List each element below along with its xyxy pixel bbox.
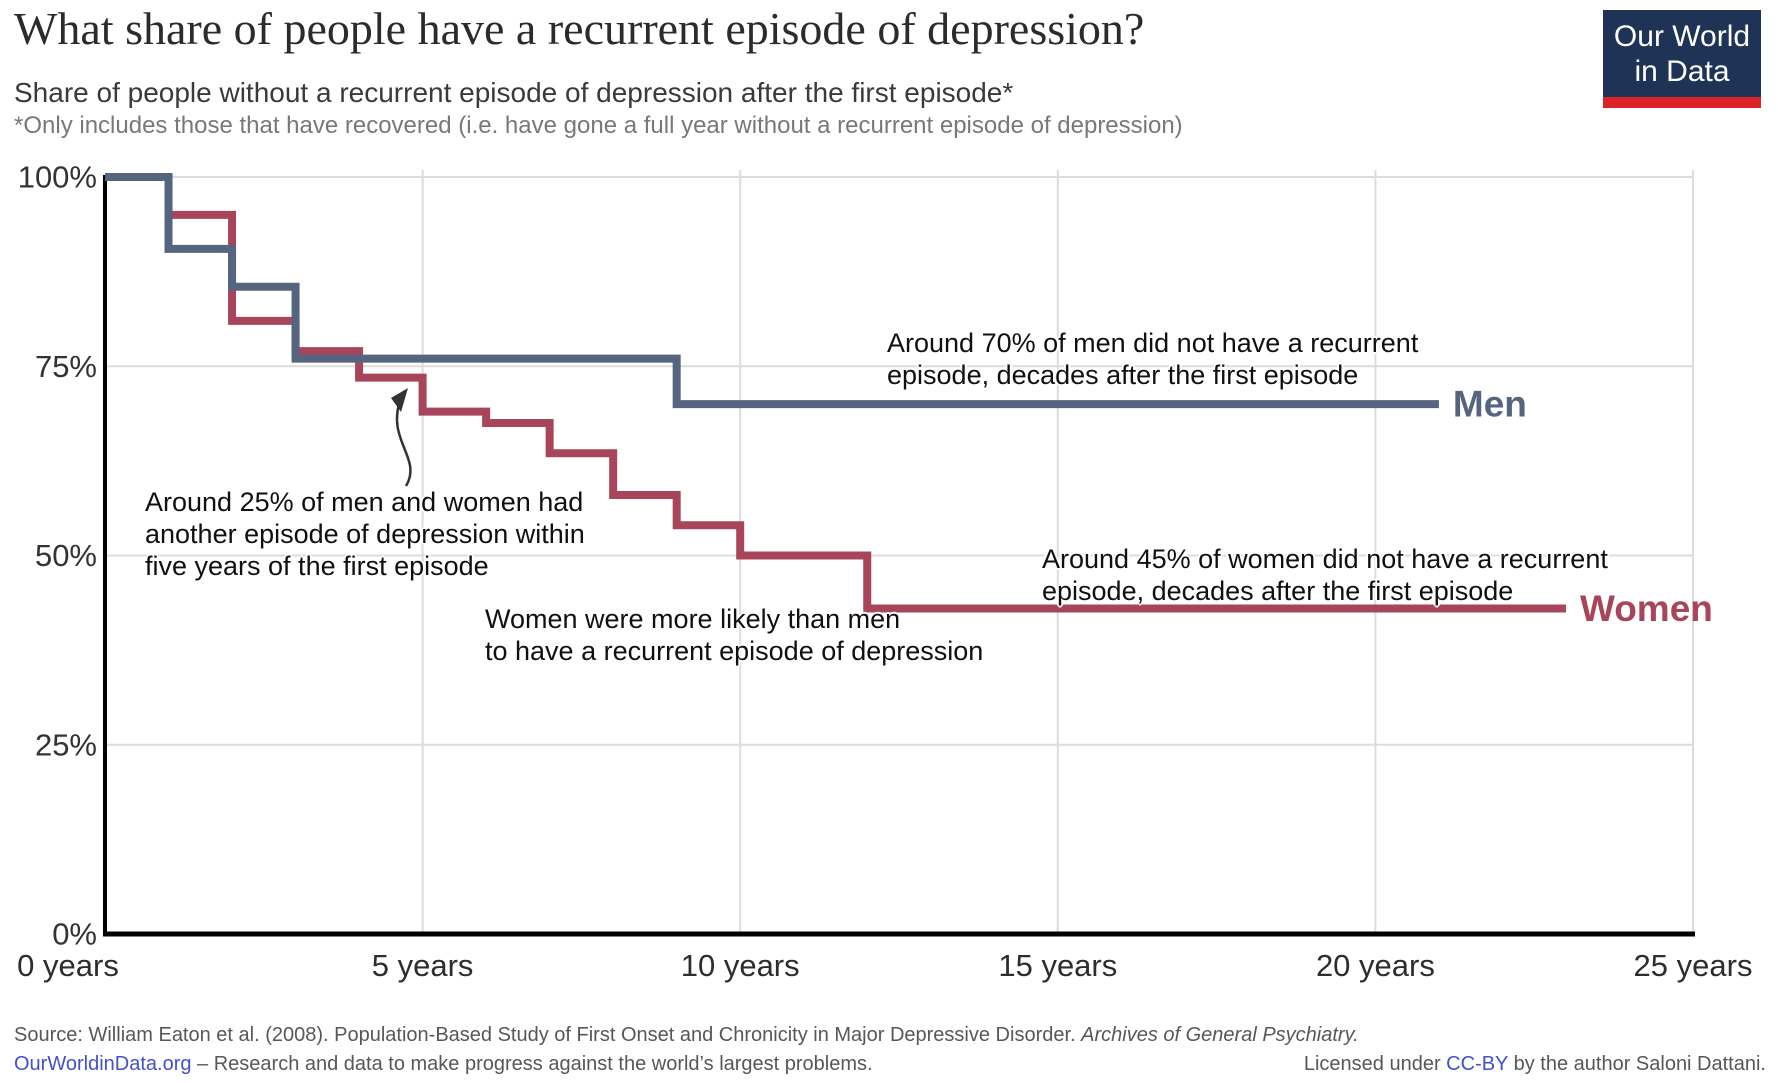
owid-logo-line2: in Data <box>1634 54 1730 88</box>
series-label-women: Women <box>1580 588 1713 629</box>
annotation-arrowhead <box>391 388 408 412</box>
annotation-men-70pct: Around 70% of men did not have a recurre… <box>887 327 1418 391</box>
annotation-line: another episode of depression within <box>145 519 585 549</box>
license-suffix: by the author Saloni Dattani. <box>1508 1053 1766 1075</box>
annotation-women-more-likely: Women were more likely than men to have … <box>485 603 983 667</box>
chart-footnote: *Only includes those that have recovered… <box>14 112 1183 139</box>
x-tick-label: 10 years <box>681 948 800 983</box>
y-tick-label: 100% <box>18 160 97 195</box>
owid-logo-red-bar <box>1603 97 1761 108</box>
y-tick-label: 0% <box>52 917 97 952</box>
source-line: Source: William Eaton et al. (2008). Pop… <box>14 1024 1359 1047</box>
site-line: OurWorldinData.org – Research and data t… <box>14 1053 873 1076</box>
y-tick-label: 25% <box>35 727 97 762</box>
y-tick-label: 75% <box>35 349 97 384</box>
annotation-line: five years of the first episode <box>145 551 489 581</box>
series-line-women <box>105 173 1566 613</box>
annotation-line: episode, decades after the first episode <box>1042 576 1514 606</box>
series-line-men <box>105 173 1439 409</box>
source-journal: Archives of General Psychiatry. <box>1081 1024 1359 1046</box>
annotation-recurrence-25pct: Around 25% of men and women had another … <box>145 486 585 582</box>
annotation-line: episode, decades after the first episode <box>887 360 1359 390</box>
site-tagline: – Research and data to make progress aga… <box>191 1053 873 1075</box>
x-tick-label: 15 years <box>998 948 1117 983</box>
annotation-line: Around 70% of men did not have a recurre… <box>887 328 1419 358</box>
chart-subtitle: Share of people without a recurrent epis… <box>14 77 1014 108</box>
license-line: Licensed under CC-BY by the author Salon… <box>1304 1053 1766 1076</box>
x-tick-label: 5 years <box>372 948 474 983</box>
annotation-line: to have a recurrent episode of depressio… <box>485 636 984 666</box>
annotation-women-45pct: Around 45% of women did not have a recur… <box>1042 543 1608 607</box>
source-text: Source: William Eaton et al. (2008). Pop… <box>14 1024 1082 1046</box>
y-tick-label: 50% <box>35 538 97 573</box>
cc-by-link[interactable]: CC-BY <box>1446 1053 1509 1075</box>
owid-logo-line1: Our World <box>1613 19 1751 53</box>
x-tick-label: 20 years <box>1316 948 1435 983</box>
annotation-line: Around 45% of women did not have a recur… <box>1042 544 1608 574</box>
page-title: What share of people have a recurrent ep… <box>14 3 1145 54</box>
annotation-line: Women were more likely than men <box>485 604 901 634</box>
owid-site-link[interactable]: OurWorldinData.org <box>14 1053 192 1075</box>
owid-logo: Our World in Data <box>1603 10 1761 108</box>
x-tick-label: 25 years <box>1634 948 1753 983</box>
annotation-line: Around 25% of men and women had <box>145 487 584 517</box>
license-prefix: Licensed under <box>1303 1053 1447 1075</box>
x-tick-label: 0 years <box>17 948 119 983</box>
annotation-arrow <box>395 397 412 487</box>
series-label-men: Men <box>1453 384 1527 425</box>
owid-logo-box: Our World in Data <box>1603 10 1761 97</box>
